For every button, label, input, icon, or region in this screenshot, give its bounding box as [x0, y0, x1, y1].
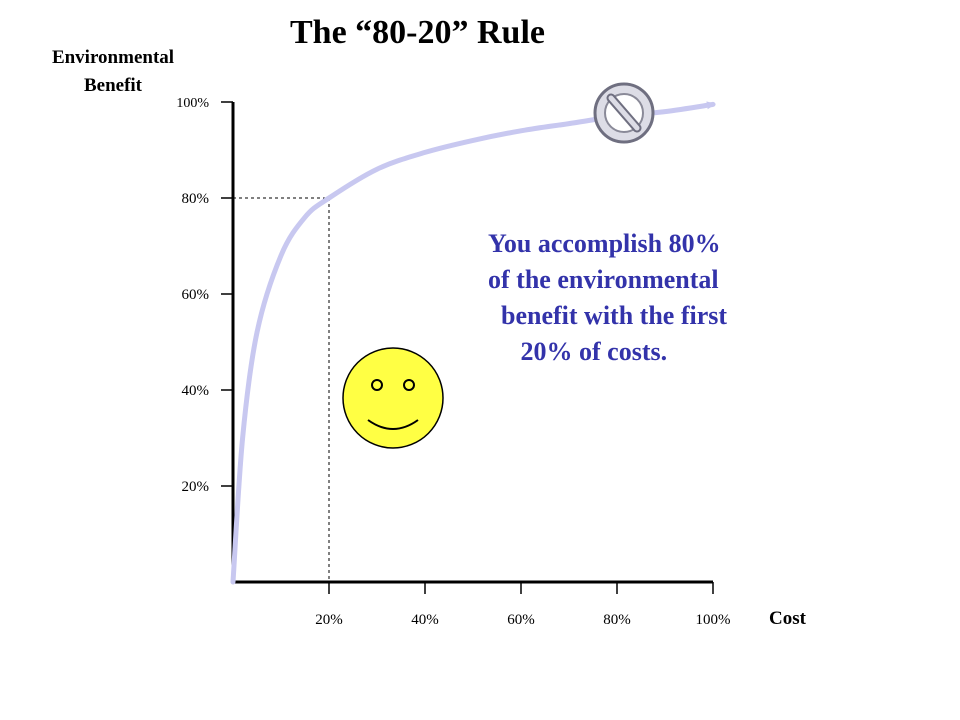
x-tick-label: 100% [696, 612, 731, 628]
y-axis-label: Environmental Benefit [28, 44, 198, 100]
x-tick-label: 80% [603, 612, 631, 628]
benefit-curve [230, 101, 716, 585]
x-tick-label: 40% [411, 612, 439, 628]
x-tick-label: 20% [315, 612, 343, 628]
y-axis-label-line-1: Environmental [51, 47, 175, 68]
y-tick-label: 80% [182, 191, 210, 207]
x-axis-label: Cost [769, 608, 806, 629]
y-axis-label-line-2: Benefit [83, 75, 143, 96]
annotation-line-1: You accomplish 80% [488, 229, 721, 258]
smiley-face-icon [342, 347, 444, 449]
annotation-line-3: benefit with the first [488, 301, 728, 330]
annotation-text: You accomplish 80% of the environmental … [488, 226, 828, 370]
no-entry-icon [593, 82, 655, 144]
annotation-line-2: of the environmental [488, 265, 719, 294]
y-tick-label: 60% [182, 287, 210, 303]
chart-title: The “80-20” Rule [290, 14, 545, 51]
x-tick-label: 60% [507, 612, 535, 628]
annotation-line-4: 20% of costs. [488, 337, 668, 366]
y-tick-label: 20% [182, 479, 210, 495]
y-tick-label: 100% [176, 96, 209, 111]
y-tick-label: 40% [182, 383, 210, 399]
